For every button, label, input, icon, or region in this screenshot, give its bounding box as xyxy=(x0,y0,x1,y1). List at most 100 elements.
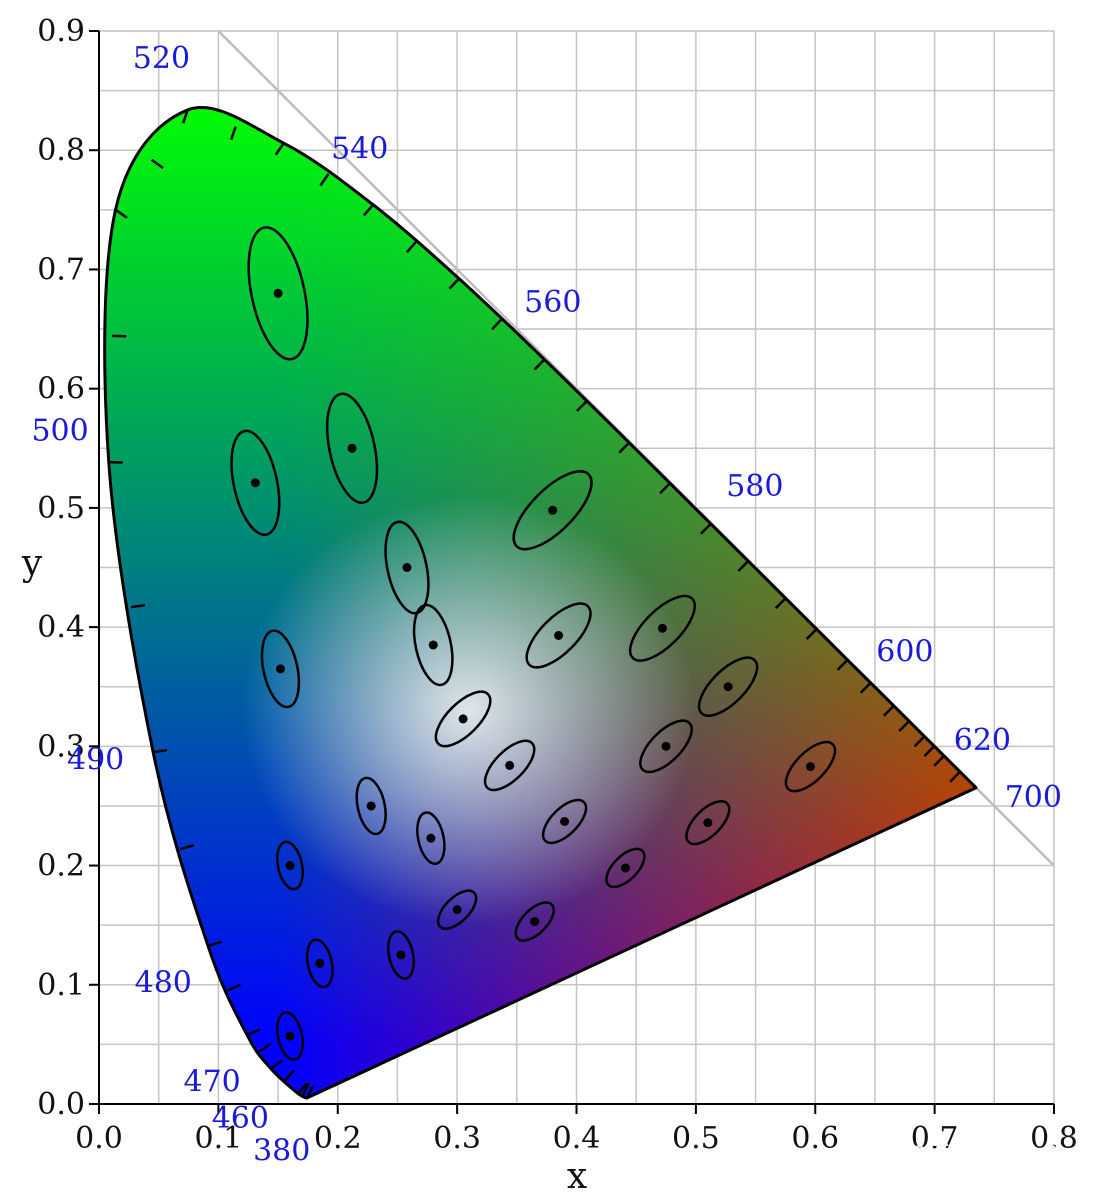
wavelength-tick xyxy=(363,203,375,217)
y-tick-label: 0.4 xyxy=(37,610,85,645)
x-tick-label: 0.6 xyxy=(791,1121,839,1156)
x-axis-title: x xyxy=(567,1156,587,1197)
wavelength-tick xyxy=(533,358,546,371)
wavelength-tick xyxy=(448,277,460,290)
x-tick-label: 0.2 xyxy=(314,1121,362,1156)
wavelength-ticks xyxy=(108,109,961,1099)
wavelength-tick xyxy=(274,142,285,156)
macadam-ellipse xyxy=(685,800,731,846)
wavelength-tick xyxy=(836,659,849,671)
wavelength-tick xyxy=(405,240,418,254)
macadam-ellipse xyxy=(275,1011,305,1061)
wavelength-tick xyxy=(805,628,818,640)
ellipse-center-point xyxy=(620,863,630,873)
ellipse-center-point xyxy=(275,664,285,674)
macadam-ellipse xyxy=(412,603,454,687)
macadam-ellipse xyxy=(514,901,555,942)
macadam-ellipse xyxy=(355,776,387,836)
wavelength-tick xyxy=(301,1082,310,1097)
wavelength-tick xyxy=(898,720,911,732)
wavelength-tick xyxy=(207,940,222,947)
ellipse-center-point xyxy=(396,950,406,960)
ellipse-center-point xyxy=(366,801,376,811)
macadam-ellipse xyxy=(230,429,281,537)
wavelength-label: 500 xyxy=(31,414,88,449)
ellipse-center-point xyxy=(250,478,260,488)
macadam-ellipse xyxy=(416,811,446,866)
spectral-locus-outline xyxy=(103,106,978,1100)
macadam-ellipse xyxy=(305,938,334,989)
wavelength-tick xyxy=(246,1028,261,1037)
y-tick-label: 0.3 xyxy=(37,729,85,764)
x-tick-label: 0.8 xyxy=(1030,1121,1078,1156)
wavelength-tick xyxy=(296,1082,309,1095)
wavelength-tick xyxy=(491,318,503,331)
ellipse-center-point xyxy=(805,762,815,772)
wavelength-tick xyxy=(283,1069,295,1082)
wavelength-tick xyxy=(114,208,128,219)
ellipse-center-point xyxy=(285,861,295,871)
macadam-ellipse xyxy=(436,889,478,930)
ellipse-center-point xyxy=(428,640,438,650)
ellipse-center-point xyxy=(285,1031,295,1041)
ellipse-center-point xyxy=(458,714,468,724)
macadam-ellipses xyxy=(230,226,837,1061)
ellipse-center-point xyxy=(273,288,283,298)
fill-white xyxy=(242,495,696,926)
ellipse-center-point xyxy=(505,760,515,770)
watermark: 知乎 @荆慢慢2.2 xyxy=(839,1139,1060,1172)
x-tick-label: 0.1 xyxy=(195,1121,243,1156)
y-tick-label: 0.1 xyxy=(37,968,85,1003)
wavelength-tick xyxy=(305,1085,315,1099)
wavelength-tick xyxy=(659,482,671,495)
macadam-ellipse xyxy=(605,847,646,889)
ellipse-center-point xyxy=(554,630,564,640)
wavelength-label: 480 xyxy=(135,966,192,1001)
wavelength-tick xyxy=(319,173,330,187)
wavelength-tick xyxy=(923,745,936,757)
wavelength-tick xyxy=(859,681,872,694)
ellipse-center-point xyxy=(315,958,325,968)
y-tick-label: 0.8 xyxy=(37,133,85,168)
wavelength-label: 620 xyxy=(954,723,1011,758)
x-tick-label: 0.0 xyxy=(75,1121,123,1156)
macadam-ellipse xyxy=(434,690,492,748)
ellipse-center-point xyxy=(703,818,713,828)
macadam-ellipse xyxy=(639,719,693,774)
wavelength-tick xyxy=(181,109,189,124)
macadam-ellipse xyxy=(387,930,416,980)
wavelength-tick xyxy=(270,1059,284,1070)
wavelength-tick xyxy=(258,1042,272,1053)
wavelength-tick xyxy=(949,770,961,783)
macadam-ellipse xyxy=(512,470,593,551)
wavelength-tick xyxy=(150,158,164,169)
wavelength-label: 700 xyxy=(1005,780,1062,815)
x-tick-label: 0.3 xyxy=(433,1121,481,1156)
wavelength-tick xyxy=(180,844,195,851)
wavelength-tick xyxy=(153,748,168,754)
wavelength-label: 560 xyxy=(524,285,581,320)
ellipse-center-point xyxy=(723,682,733,692)
wavelength-tick xyxy=(774,597,787,610)
wavelength-label: 460 xyxy=(212,1101,269,1136)
wavelength-label: 600 xyxy=(876,635,933,670)
y-tick-label: 0.2 xyxy=(37,849,85,884)
macadam-ellipse xyxy=(697,656,759,717)
ellipse-center-point xyxy=(426,833,436,843)
wavelength-tick xyxy=(130,603,146,609)
wavelength-tick xyxy=(913,735,926,748)
wavelength-tick xyxy=(700,522,712,535)
macadam-ellipse xyxy=(628,594,696,662)
x-tick-label: 0.7 xyxy=(911,1121,959,1156)
y-axis-title: y xyxy=(21,543,43,584)
wavelength-tick xyxy=(883,704,895,717)
macadam-ellipse xyxy=(541,798,588,845)
macadam-ellipse xyxy=(525,602,592,669)
x-tick-label: 0.4 xyxy=(553,1121,601,1156)
wavelength-label: 520 xyxy=(133,41,190,76)
wavelength-tick xyxy=(933,754,945,767)
wavelength-label: 580 xyxy=(726,469,783,504)
wavelength-label: 490 xyxy=(67,742,124,777)
